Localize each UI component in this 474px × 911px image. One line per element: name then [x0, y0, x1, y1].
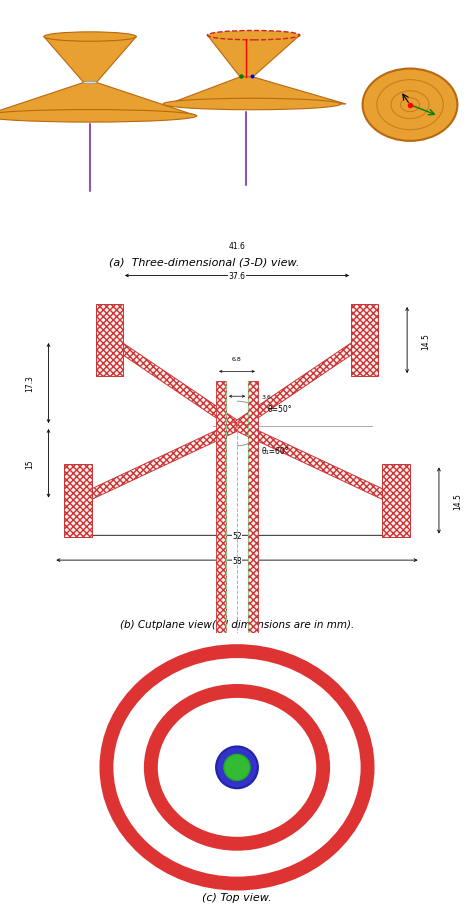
- Text: 58: 58: [232, 556, 242, 565]
- Circle shape: [216, 747, 258, 788]
- Ellipse shape: [363, 69, 457, 142]
- Text: θ=50°: θ=50°: [268, 404, 292, 414]
- Text: 3.6: 3.6: [262, 394, 271, 399]
- Text: (c) Top view.: (c) Top view.: [202, 892, 272, 902]
- Text: 17.3: 17.3: [26, 375, 35, 392]
- Text: 37.6: 37.6: [228, 271, 246, 281]
- Polygon shape: [75, 423, 240, 505]
- Text: (b) Cutplane view(all dimensions are in mm).: (b) Cutplane view(all dimensions are in …: [120, 619, 354, 630]
- Polygon shape: [0, 84, 197, 117]
- Text: θ₁=60°: θ₁=60°: [262, 446, 289, 456]
- Bar: [248, 382, 258, 635]
- Ellipse shape: [207, 32, 300, 41]
- Ellipse shape: [0, 110, 197, 123]
- Bar: [383, 465, 410, 537]
- Text: 41.6: 41.6: [228, 242, 246, 251]
- Polygon shape: [106, 337, 241, 430]
- Bar: [64, 465, 91, 537]
- Polygon shape: [168, 77, 346, 105]
- Text: 15: 15: [26, 459, 35, 468]
- Bar: [216, 382, 226, 635]
- Circle shape: [224, 754, 250, 781]
- Text: 14.5: 14.5: [453, 493, 462, 509]
- Polygon shape: [207, 36, 300, 77]
- Ellipse shape: [163, 99, 341, 110]
- Bar: [96, 304, 124, 376]
- Polygon shape: [234, 423, 399, 505]
- Polygon shape: [233, 337, 368, 430]
- Ellipse shape: [83, 82, 97, 85]
- Text: (a)  Three-dimensional (3-D) view.: (a) Three-dimensional (3-D) view.: [109, 258, 299, 268]
- Polygon shape: [44, 37, 136, 84]
- Ellipse shape: [44, 33, 137, 42]
- Text: 52: 52: [232, 531, 242, 540]
- Text: 6.8: 6.8: [232, 357, 242, 362]
- Text: 14.5: 14.5: [421, 333, 430, 349]
- Bar: [350, 304, 378, 376]
